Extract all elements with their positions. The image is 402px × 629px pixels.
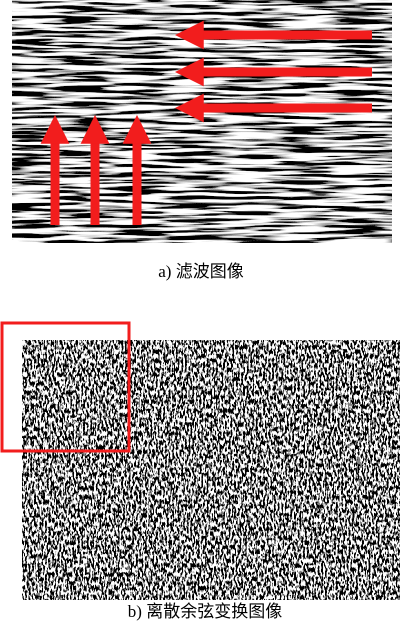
caption: a) 滤波图像 — [158, 262, 243, 281]
filtered-image — [12, 0, 392, 243]
dct-image — [2, 323, 400, 600]
texture — [22, 340, 400, 600]
figure: a) 滤波图像 b) 离散余弦变换图像 — [0, 0, 402, 624]
caption: b) 离散余弦变换图像 — [128, 602, 282, 621]
